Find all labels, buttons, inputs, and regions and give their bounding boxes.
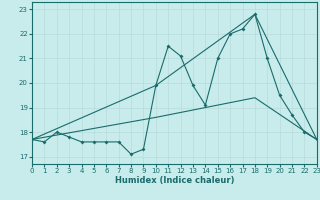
X-axis label: Humidex (Indice chaleur): Humidex (Indice chaleur): [115, 176, 234, 185]
